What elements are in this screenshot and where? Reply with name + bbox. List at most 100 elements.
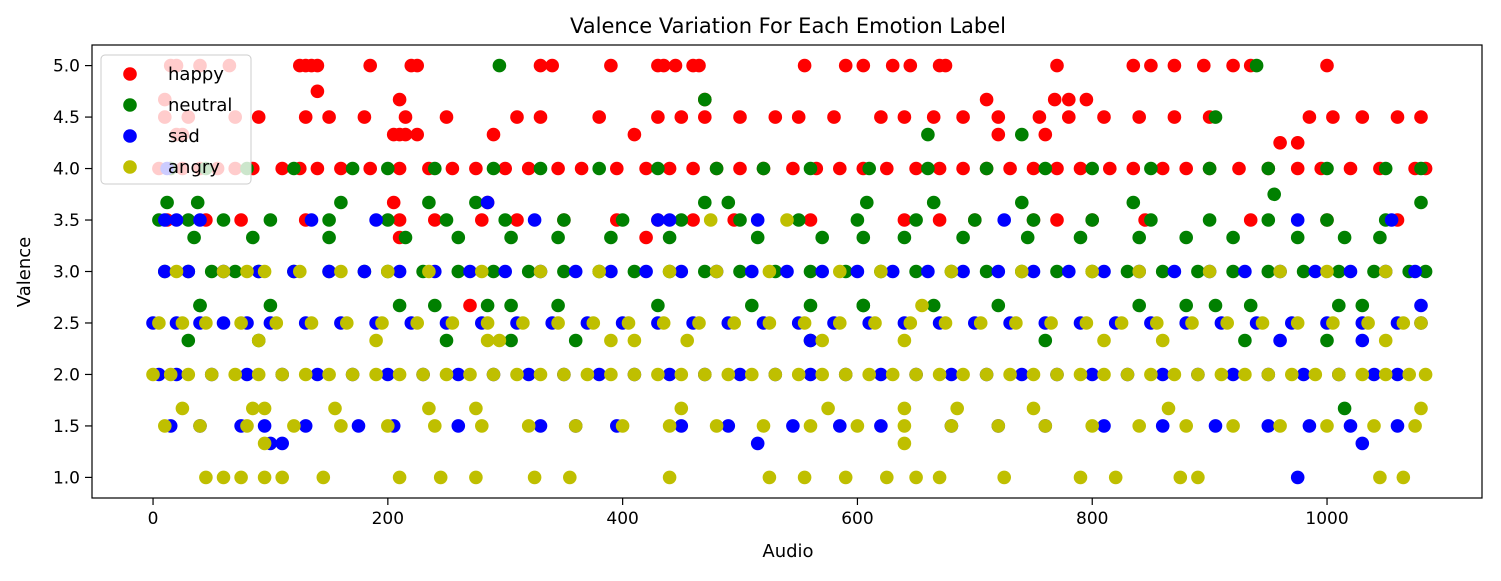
point-sad: [991, 264, 1006, 279]
point-neutral: [1020, 230, 1035, 245]
point-angry: [1238, 367, 1252, 382]
point-neutral: [921, 161, 935, 176]
legend: happy neutral sad angry: [100, 54, 252, 185]
point-sad: [1085, 367, 1099, 382]
point-angry: [897, 419, 912, 433]
point-neutral: [451, 230, 466, 245]
point-angry: [709, 419, 724, 433]
point-neutral: [263, 213, 278, 227]
point-neutral: [698, 264, 712, 279]
point-angry: [445, 316, 460, 330]
point-happy: [979, 92, 994, 107]
point-happy: [1320, 58, 1334, 73]
point-happy: [786, 161, 800, 176]
point-happy: [991, 110, 1006, 124]
point-happy: [445, 161, 460, 176]
point-neutral: [909, 264, 923, 279]
point-neutral: [345, 161, 360, 176]
point-happy: [1273, 136, 1287, 150]
point-happy: [486, 127, 501, 142]
point-angry: [1155, 333, 1170, 348]
point-happy: [651, 110, 665, 124]
legend-marker-neutral: [123, 98, 137, 112]
point-angry: [973, 316, 988, 330]
point-neutral: [698, 92, 712, 107]
point-angry: [850, 419, 865, 433]
point-neutral: [862, 161, 876, 176]
point-neutral: [1332, 264, 1346, 279]
point-neutral: [439, 333, 454, 348]
point-sad: [1273, 333, 1287, 348]
point-angry: [833, 264, 847, 279]
point-sad: [1343, 419, 1358, 433]
point-sad: [257, 419, 272, 433]
point-neutral: [1208, 110, 1223, 124]
point-neutral: [756, 161, 771, 176]
point-neutral: [651, 161, 665, 176]
point-neutral: [193, 298, 207, 313]
point-neutral: [1337, 401, 1352, 416]
point-angry: [345, 367, 360, 382]
point-neutral: [1267, 187, 1281, 202]
point-neutral: [263, 298, 278, 313]
point-angry: [833, 316, 847, 330]
point-angry: [880, 470, 894, 485]
point-happy: [1062, 92, 1076, 107]
point-sad: [169, 213, 184, 227]
point-sad: [158, 213, 172, 227]
point-angry: [703, 213, 718, 227]
point-neutral: [968, 213, 982, 227]
point-sad: [351, 419, 366, 433]
point-neutral: [1320, 161, 1334, 176]
point-neutral: [187, 230, 201, 245]
point-sad: [1390, 367, 1405, 382]
point-angry: [433, 470, 448, 485]
point-angry: [909, 367, 923, 382]
point-neutral: [557, 264, 571, 279]
point-happy: [310, 161, 325, 176]
point-angry: [557, 367, 571, 382]
point-happy: [1062, 110, 1076, 124]
point-angry: [193, 419, 207, 433]
point-neutral: [850, 213, 865, 227]
point-neutral: [1144, 213, 1158, 227]
point-neutral: [557, 213, 571, 227]
point-neutral: [1337, 230, 1352, 245]
point-sad: [639, 264, 653, 279]
point-angry: [1355, 367, 1370, 382]
point-neutral: [1261, 213, 1276, 227]
point-sad: [463, 264, 477, 279]
point-neutral: [979, 161, 994, 176]
point-neutral: [1378, 161, 1393, 176]
point-angry: [251, 367, 266, 382]
point-happy: [428, 213, 442, 227]
point-angry: [815, 333, 829, 348]
point-happy: [909, 161, 923, 176]
point-neutral: [1132, 298, 1146, 313]
point-neutral: [521, 264, 536, 279]
point-neutral: [1418, 264, 1433, 279]
point-neutral: [439, 213, 454, 227]
point-neutral: [1120, 264, 1135, 279]
point-angry: [656, 316, 671, 330]
point-angry: [1015, 264, 1029, 279]
point-angry: [897, 401, 912, 416]
point-happy: [533, 58, 548, 73]
point-sad: [1097, 419, 1111, 433]
point-neutral: [1320, 333, 1334, 348]
point-neutral: [803, 161, 818, 176]
point-angry: [621, 316, 636, 330]
point-happy: [1155, 161, 1170, 176]
point-neutral: [492, 58, 507, 73]
point-angry: [422, 401, 436, 416]
point-neutral: [745, 298, 759, 313]
point-neutral: [1179, 298, 1193, 313]
point-happy: [956, 161, 970, 176]
point-sad: [1308, 264, 1323, 279]
point-angry: [328, 401, 342, 416]
point-neutral: [1038, 333, 1053, 348]
point-happy: [1132, 110, 1146, 124]
point-sad: [721, 419, 736, 433]
point-angry: [486, 367, 501, 382]
point-angry: [469, 470, 483, 485]
